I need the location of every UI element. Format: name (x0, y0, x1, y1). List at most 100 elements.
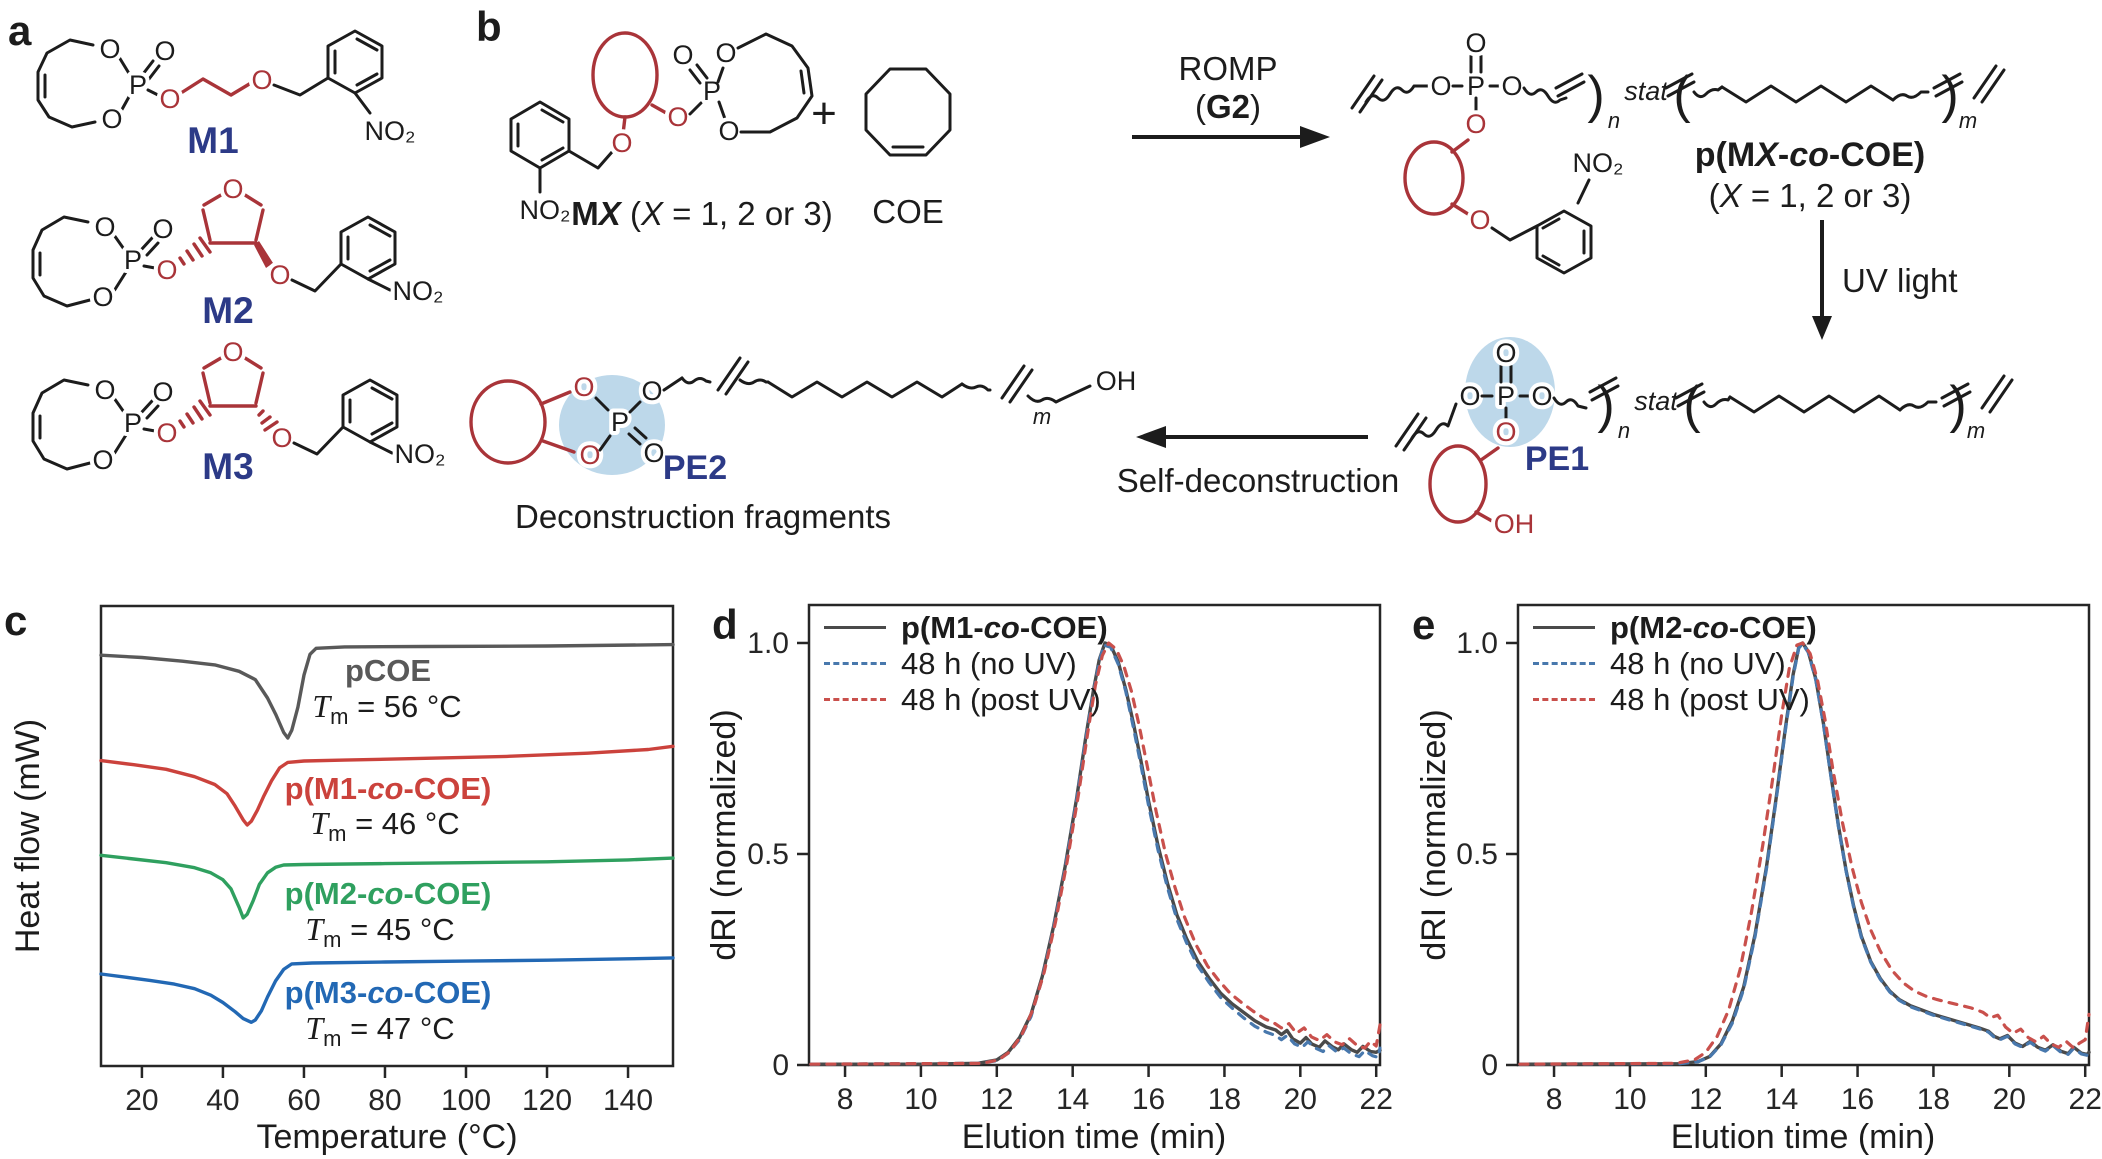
legend-item: 48 h (no UV) (824, 646, 1108, 681)
y-tick-label: 0 (1481, 1049, 1498, 1082)
pm3-tm-label: Tm = 47 °C (305, 1010, 455, 1052)
x-tick-label: 10 (1613, 1083, 1646, 1116)
y-tick-label: 0.5 (1456, 838, 1498, 871)
no2-label: NO₂ (1573, 148, 1624, 178)
uv-light-label: UV light (1842, 262, 1958, 299)
self-deconstruction-label: Self-deconstruction (1116, 462, 1400, 499)
series-48 h (no UV) (1518, 642, 2091, 1066)
legend-line-sample (1533, 626, 1595, 629)
fragments-label: Deconstruction fragments (514, 498, 892, 535)
panel-e-letter: e (1412, 601, 1436, 648)
pe1-label: PE1 (1524, 440, 1590, 478)
o-atom: O (715, 38, 736, 68)
e-y-axis-label: dRI (normalized) (1415, 709, 1453, 961)
p-atom: P (129, 70, 147, 100)
p-atom: P (124, 408, 142, 438)
p-atom: P (611, 407, 629, 437)
legend-item: p(M1-co-COE) (824, 610, 1108, 645)
o-atom: O (99, 34, 120, 64)
mx-generic-ring: O O (591, 31, 693, 162)
x-tick-label: 40 (206, 1084, 239, 1117)
pendant-diol: O OH (1428, 406, 1538, 543)
gpc-chart-m2: 8 10 12 14 16 18 20 22 0 0.5 1.0 (1456, 603, 2102, 1116)
o-atom: O (94, 212, 115, 242)
structure-m3: O O P O O O O NO₂ (31, 333, 449, 479)
o-atom: O (152, 377, 173, 407)
pe2-label: PE2 (662, 449, 728, 487)
stat-label: stat (1624, 76, 1669, 106)
x-tick-label: 12 (1689, 1083, 1722, 1116)
o-atom: O (1495, 417, 1516, 447)
m1-name: M1 (187, 120, 239, 161)
o-atom: O (94, 375, 115, 405)
m1-linker: O O (146, 61, 330, 118)
m3-cyclic-phosphate: O O P O (31, 371, 178, 479)
o-atom: O (1531, 381, 1552, 411)
o-atom: O (154, 36, 175, 66)
o-atom: O (1465, 109, 1486, 139)
hash-wedge (178, 236, 212, 266)
romp-arrow (1132, 126, 1330, 148)
series-p(M2-co-COE) (99, 853, 675, 920)
repeat-m: m (1959, 108, 1977, 133)
m2-nitrobenzyl: NO₂ (290, 215, 447, 310)
o-atom: O (643, 438, 664, 468)
o-atom: O (251, 65, 272, 95)
m3-nitrobenzyl: NO₂ (292, 378, 449, 473)
x-tick-label: 22 (2069, 1083, 2102, 1116)
pcoe-curve-label: pCOE (344, 653, 432, 688)
mx-nitrobenzyl: NO₂ (509, 100, 614, 229)
repeat-n: n (1608, 108, 1620, 133)
legend-item: 48 h (post UV) (1533, 682, 1817, 717)
panel-c-letter: c (4, 597, 28, 644)
o-atom: O (269, 260, 290, 290)
o-atom: O (1501, 71, 1522, 101)
legend-item: 48 h (post UV) (824, 682, 1108, 717)
pm1-curve-label: p(M1-co-COE) (284, 771, 492, 806)
legend-line-sample (824, 698, 886, 701)
c-x-axis-label: Temperature (°C) (256, 1118, 518, 1156)
o-atom: O (156, 255, 177, 285)
coe-structure (864, 67, 952, 157)
o-atom: O (1459, 381, 1480, 411)
dsc-chart: 20 40 60 80 100 120 140 (99, 604, 675, 1117)
series-48 h (post UV) (809, 641, 1382, 1066)
o-atom: O (573, 372, 594, 402)
o-atom: O (92, 282, 113, 312)
product-sublabel: (X = 1, 2 or 3) (1708, 177, 1912, 214)
series-p(M1-co-COE) (99, 744, 675, 827)
d-legend: p(M1-co-COE) 48 h (no UV) 48 h (post UV) (824, 610, 1108, 717)
plus-sign: + (811, 89, 837, 138)
x-tick-label: 18 (1208, 1083, 1241, 1116)
o-atom: O (156, 418, 177, 448)
repeat-paren: ) (1941, 66, 1958, 124)
x-tick-label: 20 (1993, 1083, 2026, 1116)
panel-d-letter: d (712, 601, 738, 648)
mx-label: MX (X = 1, 2 or 3) (571, 195, 833, 232)
pendant-group: O O NO₂ (1403, 96, 1627, 275)
y-tick-label: 1.0 (747, 627, 789, 660)
self-deconstruction-arrow (1136, 426, 1368, 448)
no2-label: NO₂ (520, 195, 571, 225)
o-atom: O (1469, 205, 1490, 235)
x-tick-label: 16 (1132, 1083, 1165, 1116)
stat-label: stat (1634, 386, 1679, 416)
pm3-curve-label: p(M3-co-COE) (284, 975, 492, 1010)
e-x-axis-label: Elution time (min) (1670, 1118, 1936, 1156)
oh-label: OH (1096, 366, 1137, 396)
p-atom: P (124, 245, 142, 275)
series-pCOE (99, 642, 675, 740)
e-legend: p(M2-co-COE) 48 h (no UV) 48 h (post UV) (1533, 610, 1817, 717)
o-atom: O (92, 445, 113, 475)
o-atom: O (271, 423, 292, 453)
mx-cyclic-phosphate: P O O O (668, 32, 814, 150)
o-atom: O (672, 40, 693, 70)
backbone: O P O O ) n stat ( ) m (1394, 334, 2014, 452)
chain-fragment: m OH (662, 356, 1140, 429)
g2-label: (G2) (1194, 88, 1262, 125)
o-atom: O (579, 440, 600, 470)
x-tick-label: 140 (603, 1084, 653, 1117)
x-tick-label: 16 (1841, 1083, 1874, 1116)
y-tick-label: 0.5 (747, 838, 789, 871)
